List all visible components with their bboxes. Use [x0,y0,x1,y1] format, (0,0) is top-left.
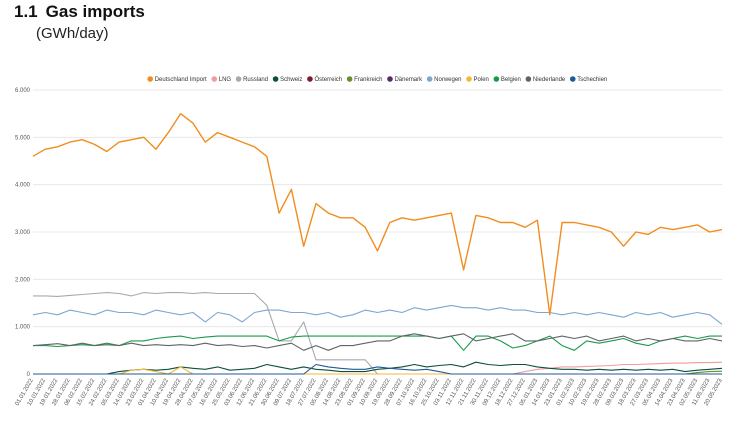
legend-marker [387,76,393,82]
series-line [32,333,723,351]
y-tick-label: 3.000 [15,230,31,236]
legend-item[interactable]: LNG [219,77,232,83]
series-line [33,363,722,375]
legend-marker [147,76,154,82]
legend-marker [426,76,433,82]
series-line [33,366,722,375]
legend-item[interactable]: Österreich [314,76,342,83]
y-tick-label: 4.000 [15,183,31,189]
legend-marker [493,76,500,82]
y-tick-label: 5.000 [15,135,31,141]
legend-marker [307,76,313,82]
legend-marker [346,76,353,82]
legend-item[interactable]: Belgien [501,77,521,83]
legend-marker [272,76,279,82]
y-tick-label: 0 [27,372,31,378]
legend[interactable]: Deutschland Import LNG Russland Schweiz Öste… [147,76,607,83]
series-line [33,335,722,351]
legend-item[interactable]: Frankreich [354,77,382,83]
legend-item[interactable]: Deutschland Import [155,77,207,83]
legend-marker [235,76,242,82]
legend-marker [569,76,576,82]
section-heading: 1.1 Gas imports [14,2,145,22]
series-line [32,112,723,316]
y-tick-label: 6.000 [15,88,31,94]
series-line [33,361,723,375]
legend-marker [211,76,218,82]
legend-marker [466,76,472,82]
legend-item[interactable]: Polen [474,77,489,83]
legend-item[interactable]: Norwegen [434,77,461,83]
chart-title: Gas imports [45,2,145,21]
series-line [32,304,723,325]
legend-item[interactable]: Russland [243,77,268,83]
y-tick-label: 1.000 [15,325,31,331]
legend-item[interactable]: Niederlande [533,77,566,83]
series-lines [32,112,723,375]
series-line [33,361,723,375]
chart-unit: (GWh/day) [36,25,109,42]
legend-item[interactable]: Tschechien [577,77,607,83]
y-axis-ticks: 0 1.000 2.000 3.000 4.000 5.000 6.000 [15,88,31,378]
section-number: 1.1 [14,2,38,21]
x-axis-ticks: 01.01.202210.01.202219.01.202228.01.2022… [15,377,725,407]
legend-marker [525,76,532,82]
legend-item[interactable]: Dänemark [394,77,423,83]
legend-item[interactable]: Schweiz [280,77,302,83]
grid-lines [33,89,722,375]
y-tick-label: 2.000 [15,277,31,283]
series-line [33,292,722,375]
